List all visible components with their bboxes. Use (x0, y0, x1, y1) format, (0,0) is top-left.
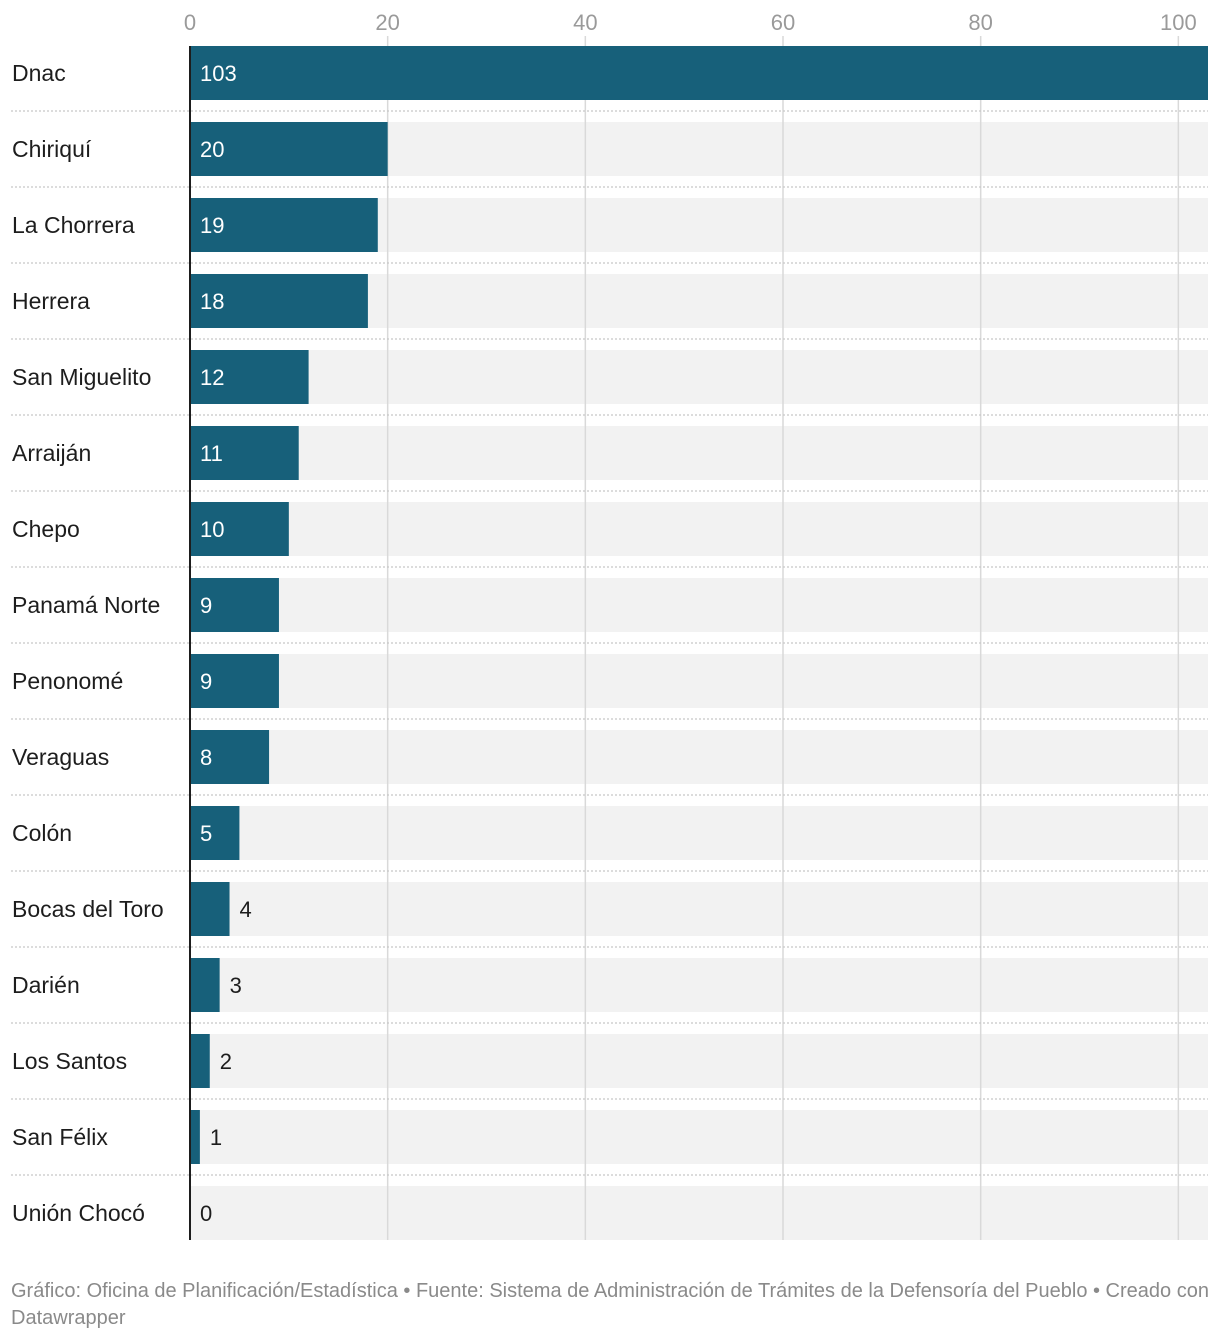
category-label: Veraguas (12, 744, 109, 770)
bar (190, 578, 279, 632)
category-label: Panamá Norte (12, 592, 160, 618)
category-label: La Chorrera (12, 212, 135, 238)
bar (190, 882, 230, 936)
bar-track (190, 578, 1208, 632)
category-label: Colón (12, 820, 72, 846)
value-label: 1 (210, 1125, 222, 1150)
value-label: 20 (200, 137, 224, 162)
category-label: Chepo (12, 516, 80, 542)
bar (190, 502, 289, 556)
bar-track (190, 806, 1208, 860)
x-tick-label: 100 (1160, 10, 1197, 35)
category-label: Herrera (12, 288, 90, 314)
bar (190, 1110, 200, 1164)
x-tick-label: 0 (184, 10, 196, 35)
bar (190, 958, 220, 1012)
value-label: 9 (200, 593, 212, 618)
value-label: 0 (200, 1201, 212, 1226)
bar-track (190, 1186, 1208, 1240)
bar (190, 426, 299, 480)
category-label: San Miguelito (12, 364, 151, 390)
category-label: San Félix (12, 1124, 108, 1150)
bar-track (190, 350, 1208, 404)
bar-track (190, 426, 1208, 480)
value-label: 8 (200, 745, 212, 770)
bar-track (190, 882, 1208, 936)
value-label: 10 (200, 517, 224, 542)
bar-track (190, 1034, 1208, 1088)
bar (190, 198, 378, 252)
category-label: Dnac (12, 60, 66, 86)
bar-track (190, 958, 1208, 1012)
bar (190, 806, 240, 860)
bar (190, 730, 270, 784)
bar (190, 1034, 210, 1088)
x-tick-label: 80 (968, 10, 992, 35)
bar (190, 350, 309, 404)
category-label: Unión Chocó (12, 1200, 145, 1226)
x-tick-label: 60 (771, 10, 795, 35)
bar-track (190, 730, 1208, 784)
bar (190, 46, 1208, 100)
value-label: 11 (200, 441, 223, 466)
chart-footer: Gráfico: Oficina de Planificación/Estadí… (11, 1280, 1209, 1329)
bar (190, 654, 279, 708)
category-label: Darién (12, 972, 80, 998)
value-label: 103 (200, 61, 237, 86)
bar-track (190, 502, 1208, 556)
value-label: 2 (220, 1049, 232, 1074)
bar-track (190, 1110, 1208, 1164)
value-label: 9 (200, 669, 212, 694)
value-label: 19 (200, 213, 224, 238)
value-label: 5 (200, 821, 212, 846)
value-label: 3 (230, 973, 242, 998)
bar (190, 122, 388, 176)
bar (190, 274, 368, 328)
x-tick-label: 40 (573, 10, 597, 35)
bar-track (190, 654, 1208, 708)
category-label: Chiriquí (12, 136, 92, 162)
category-label: Arraiján (12, 440, 91, 466)
category-label: Penonomé (12, 668, 123, 694)
category-label: Bocas del Toro (12, 896, 164, 922)
category-label: Los Santos (12, 1048, 127, 1074)
x-tick-label: 20 (375, 10, 399, 35)
value-label: 12 (200, 365, 224, 390)
value-label: 18 (200, 289, 224, 314)
value-label: 4 (240, 897, 252, 922)
